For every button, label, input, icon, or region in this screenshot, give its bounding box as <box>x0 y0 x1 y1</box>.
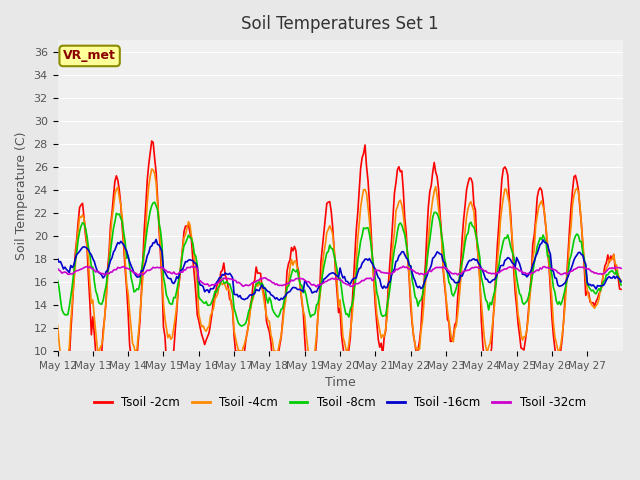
Tsoil -8cm <box>54 277 61 283</box>
X-axis label: Time: Time <box>324 376 355 389</box>
Tsoil -8cm <box>90 278 98 284</box>
Tsoil -32cm <box>399 264 407 269</box>
Tsoil -2cm <box>542 226 550 231</box>
Tsoil -32cm <box>90 267 98 273</box>
Tsoil -16cm <box>73 252 81 258</box>
Tsoil -16cm <box>90 259 98 264</box>
Tsoil -32cm <box>345 282 353 288</box>
Tsoil -8cm <box>151 199 159 205</box>
Tsoil -4cm <box>74 228 82 234</box>
Tsoil -4cm <box>54 322 61 328</box>
Tsoil -8cm <box>542 240 550 246</box>
Line: Tsoil -4cm: Tsoil -4cm <box>58 169 621 375</box>
Tsoil -8cm <box>73 250 81 256</box>
Tsoil -32cm <box>616 265 623 271</box>
Tsoil -32cm <box>73 268 81 274</box>
Tsoil -16cm <box>616 276 623 282</box>
Tsoil -16cm <box>54 255 61 261</box>
Tsoil -16cm <box>617 279 625 285</box>
Tsoil -4cm <box>92 329 100 335</box>
Line: Tsoil -16cm: Tsoil -16cm <box>58 240 621 300</box>
Tsoil -2cm <box>617 287 625 292</box>
Tsoil -16cm <box>542 240 550 246</box>
Tsoil -2cm <box>74 219 82 225</box>
Tsoil -8cm <box>346 306 354 312</box>
Y-axis label: Soil Temperature (C): Soil Temperature (C) <box>15 132 28 260</box>
Tsoil -8cm <box>616 277 623 283</box>
Tsoil -2cm <box>60 407 67 412</box>
Title: Soil Temperatures Set 1: Soil Temperatures Set 1 <box>241 15 439 33</box>
Tsoil -32cm <box>458 270 466 276</box>
Tsoil -16cm <box>276 297 284 303</box>
Tsoil -2cm <box>54 350 61 356</box>
Tsoil -4cm <box>616 276 623 282</box>
Tsoil -16cm <box>152 237 160 242</box>
Tsoil -32cm <box>313 284 321 289</box>
Line: Tsoil -2cm: Tsoil -2cm <box>58 141 621 409</box>
Tsoil -2cm <box>616 286 623 292</box>
Line: Tsoil -8cm: Tsoil -8cm <box>58 202 621 326</box>
Line: Tsoil -32cm: Tsoil -32cm <box>58 266 621 287</box>
Tsoil -32cm <box>54 266 61 272</box>
Tsoil -8cm <box>458 259 466 264</box>
Tsoil -2cm <box>458 235 466 241</box>
Tsoil -16cm <box>458 273 466 279</box>
Text: VR_met: VR_met <box>63 49 116 62</box>
Tsoil -4cm <box>61 372 68 378</box>
Tsoil -4cm <box>542 225 550 230</box>
Tsoil -16cm <box>346 281 354 287</box>
Tsoil -4cm <box>617 278 625 284</box>
Tsoil -4cm <box>346 327 354 333</box>
Tsoil -2cm <box>148 138 156 144</box>
Tsoil -32cm <box>617 265 625 271</box>
Tsoil -2cm <box>92 350 100 356</box>
Tsoil -8cm <box>237 323 245 329</box>
Tsoil -4cm <box>458 260 466 266</box>
Tsoil -32cm <box>542 265 550 271</box>
Tsoil -8cm <box>617 282 625 288</box>
Tsoil -2cm <box>346 335 354 341</box>
Tsoil -4cm <box>148 166 156 172</box>
Legend: Tsoil -2cm, Tsoil -4cm, Tsoil -8cm, Tsoil -16cm, Tsoil -32cm: Tsoil -2cm, Tsoil -4cm, Tsoil -8cm, Tsoi… <box>90 391 591 414</box>
